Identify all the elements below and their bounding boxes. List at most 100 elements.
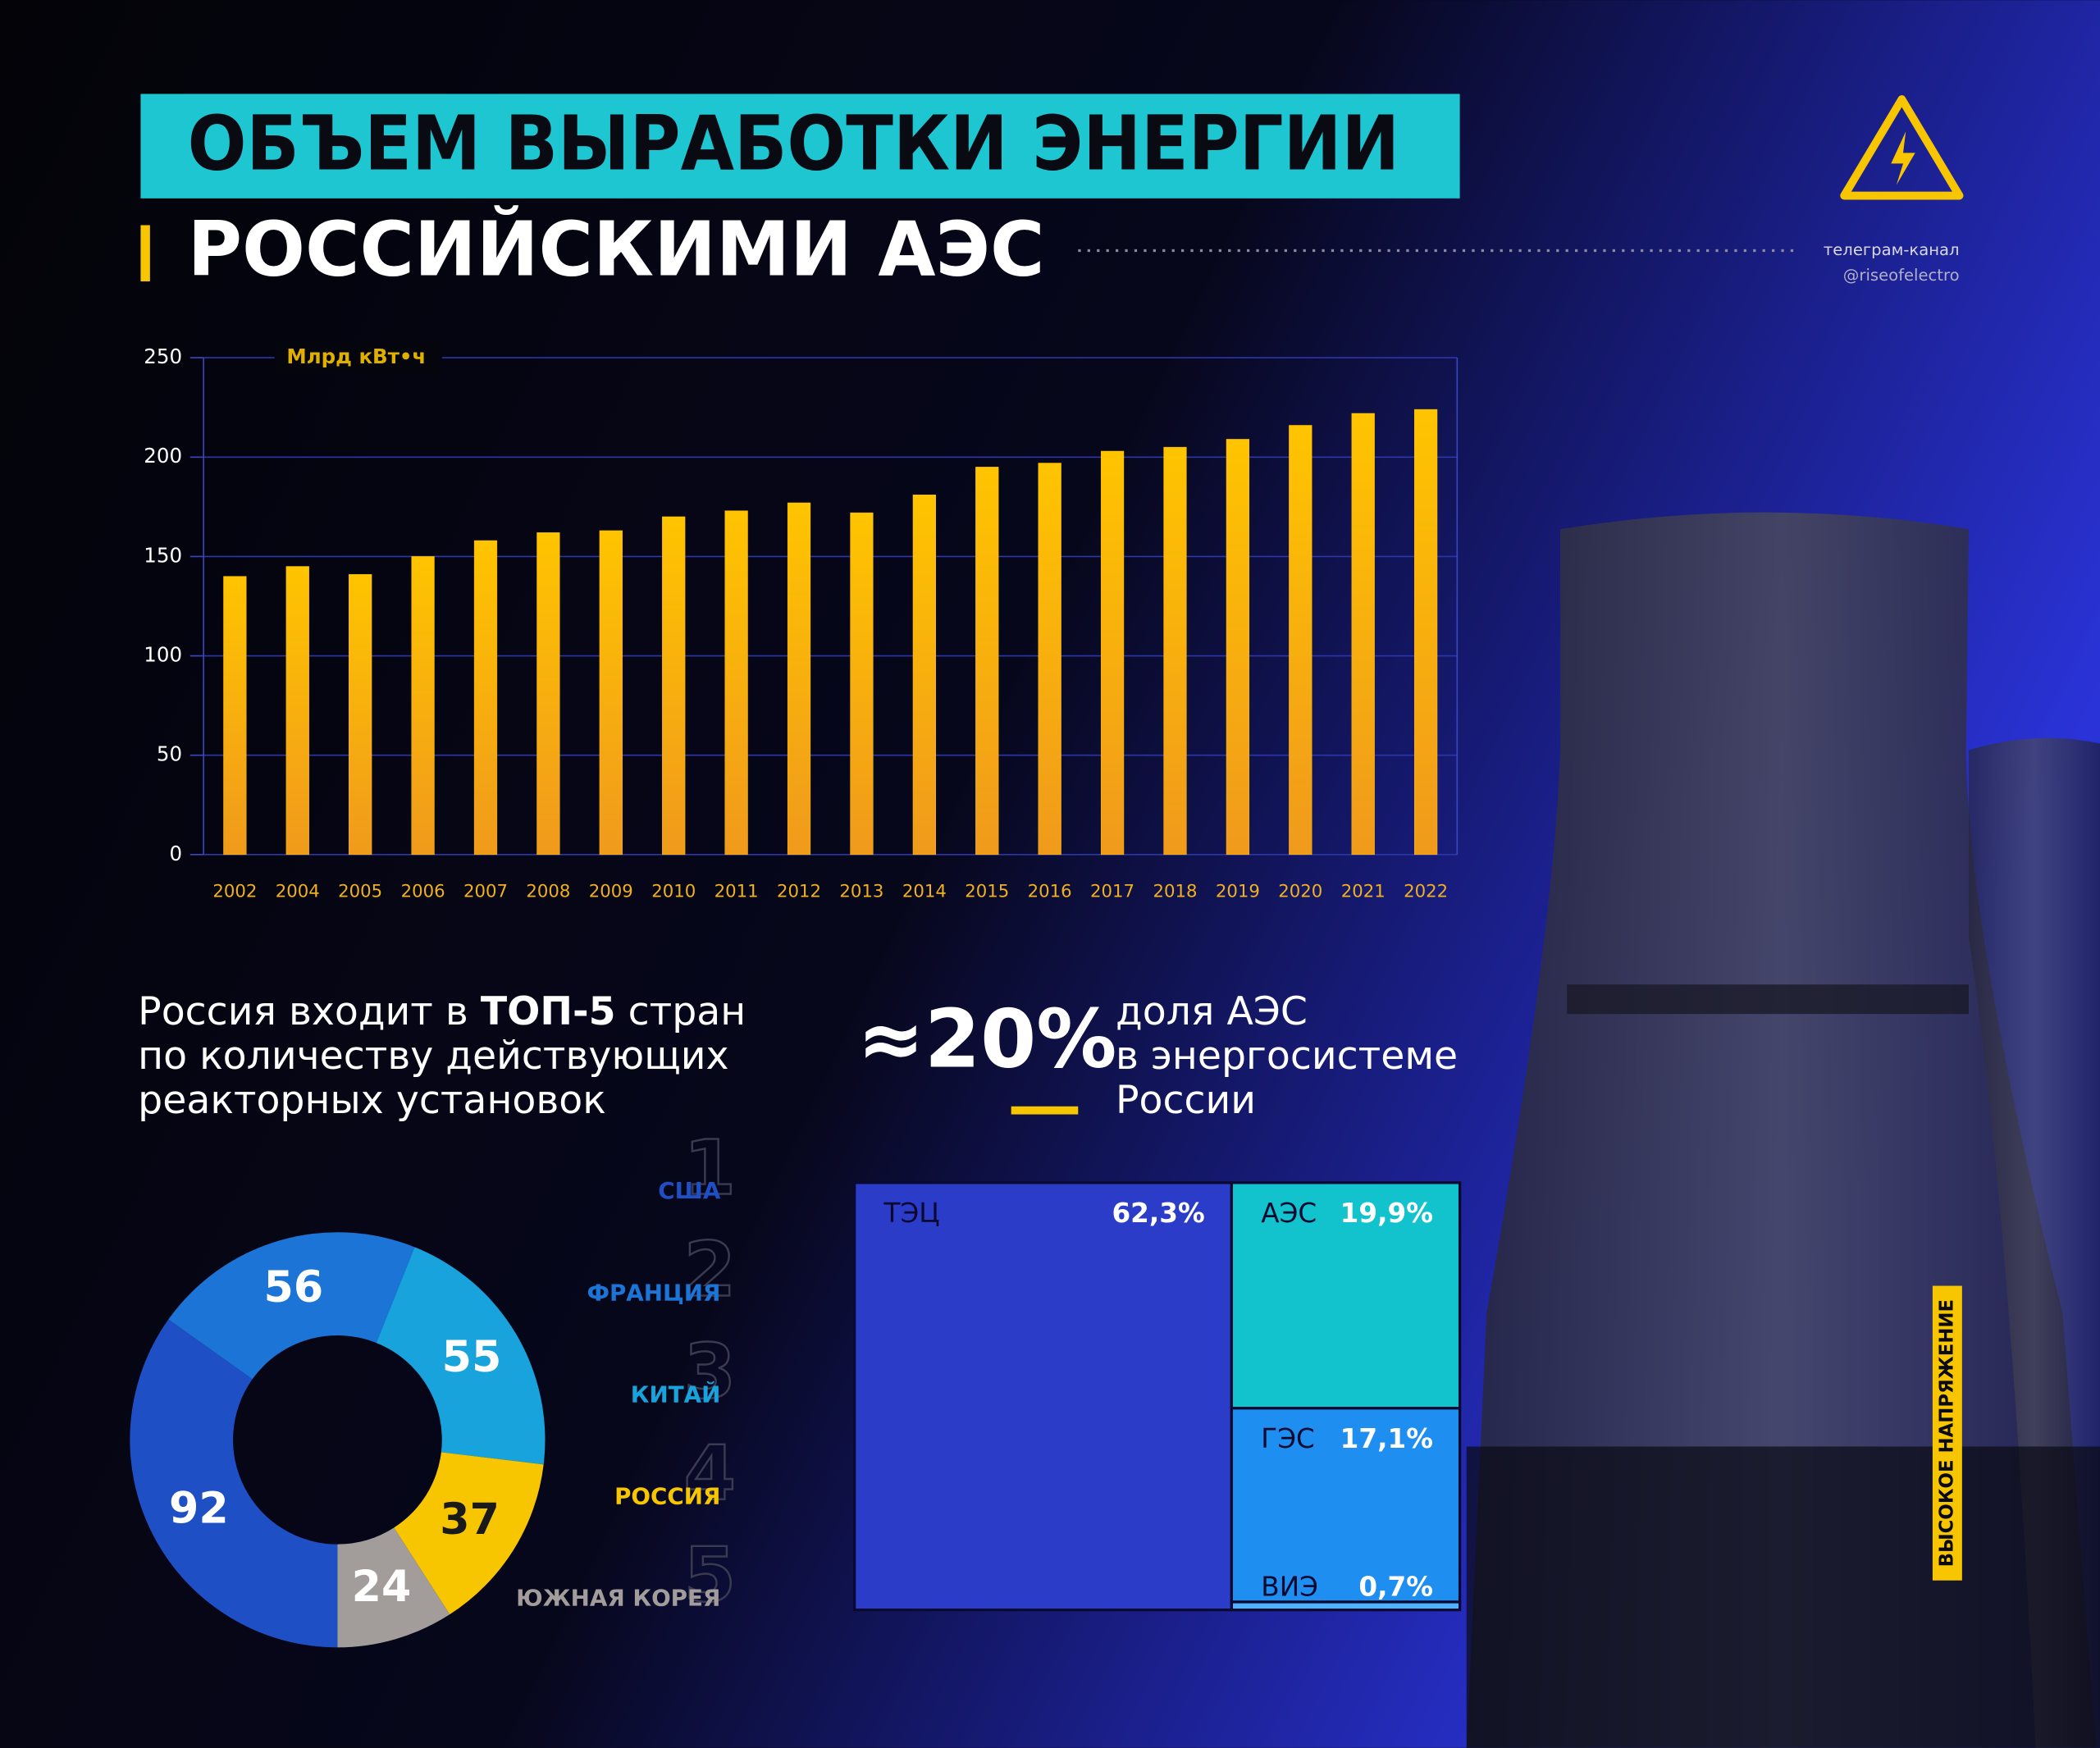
cell-value: 62,3% (1112, 1198, 1204, 1229)
treemap-cell (1230, 1181, 1462, 1410)
bar (223, 576, 247, 856)
x-tick-label: 2008 (526, 882, 570, 902)
x-tick-label: 2007 (463, 882, 508, 902)
bar (1100, 450, 1125, 856)
bar (975, 467, 999, 856)
share-marker (1011, 1106, 1079, 1115)
rank-number: 1 (684, 1124, 737, 1212)
cell-value: 0,7% (1358, 1572, 1433, 1603)
cell-name: АЭС (1261, 1198, 1317, 1229)
rank-number: 5 (684, 1531, 737, 1619)
title-box (140, 94, 1460, 199)
y-tick-label: 50 (157, 742, 182, 766)
bar (349, 573, 372, 856)
x-tick-label: 2012 (777, 882, 821, 902)
legend-label: КИТАЙ (631, 1380, 721, 1408)
bar (285, 566, 309, 856)
bar (1038, 463, 1061, 856)
slice-label: 92 (169, 1484, 229, 1533)
y-tick-label: 200 (144, 444, 182, 468)
title-line1: ОБЪЕМ ВЫРАБОТКИ ЭНЕРГИИ (188, 99, 1400, 187)
share-subtitle1: доля АЭС (1116, 989, 1308, 1034)
brand-box (1932, 1285, 1962, 1581)
donut-title-line3: реакторных установок (138, 1078, 606, 1123)
bar (1163, 446, 1187, 856)
bar (411, 556, 435, 856)
x-tick-label: 2016 (1028, 882, 1072, 902)
bar (912, 495, 936, 856)
title-marker (140, 225, 150, 282)
x-tick-label: 2011 (714, 882, 759, 902)
y-label: Млрд кВт•ч (286, 345, 426, 368)
legend-label: ЮЖНАЯ КОРЕЯ (516, 1585, 720, 1612)
cell-name: ГЭС (1261, 1423, 1315, 1454)
channel-label: телеграм-канал (1824, 240, 1960, 259)
treemap-cell (853, 1181, 1234, 1612)
x-tick-label: 2022 (1404, 882, 1448, 902)
cell-value: 17,1% (1340, 1423, 1433, 1454)
slice-label: 37 (440, 1495, 500, 1545)
x-tick-label: 2021 (1341, 882, 1386, 902)
channel-handle: @riseofelectro (1843, 266, 1960, 285)
y-tick-label: 0 (169, 842, 182, 865)
bar (536, 532, 560, 856)
legend-label: РОССИЯ (614, 1483, 720, 1510)
treemap-cell (1230, 1600, 1462, 1612)
cell-name: ВИЭ (1261, 1572, 1318, 1603)
bar (662, 516, 686, 856)
bar (1289, 425, 1312, 856)
cell-value: 19,9% (1340, 1198, 1433, 1229)
bolt-icon (1891, 131, 1915, 185)
share-title: ≈20% (857, 993, 1116, 1087)
bar (1226, 439, 1250, 856)
bar (1413, 408, 1438, 856)
donut-slice (337, 1527, 450, 1648)
y-label-bg (274, 341, 442, 374)
donut-slice (376, 1247, 546, 1465)
x-tick-label: 2014 (902, 882, 947, 902)
donut-title-line1: Россия входит в ТОП-5 стран (138, 989, 746, 1034)
title-line2: РОССИЙСКИМИ АЭС (188, 205, 1045, 293)
donut-title-line2: по количеству действующих (138, 1034, 728, 1079)
rank-number: 3 (684, 1327, 737, 1415)
title-part: Россия входит в (138, 989, 468, 1034)
legend-label: США (658, 1177, 721, 1204)
x-tick-label: 2020 (1278, 882, 1322, 902)
y-tick-label: 250 (144, 345, 182, 368)
x-tick-label: 2009 (589, 882, 633, 902)
y-tick-label: 100 (144, 643, 182, 667)
x-tick-label: 2010 (651, 882, 696, 902)
cell-name: ТЭЦ (883, 1198, 940, 1229)
slice-label: 24 (352, 1563, 412, 1612)
x-tick-label: 2018 (1153, 882, 1197, 902)
x-tick-label: 2005 (338, 882, 382, 902)
share-subtitle2: в энергосистеме (1116, 1034, 1458, 1079)
rank-number: 2 (684, 1225, 737, 1313)
bar (787, 502, 811, 856)
x-tick-label: 2019 (1216, 882, 1260, 902)
x-tick-label: 2013 (839, 882, 883, 902)
title-bold: ТОП-5 (481, 989, 616, 1034)
slice-label: 55 (442, 1333, 502, 1382)
x-tick-label: 2015 (965, 882, 1009, 902)
x-tick-label: 2017 (1090, 882, 1134, 902)
bar (599, 530, 623, 856)
brand: ВЫСОКОЕ НАПРЯЖЕНИЕ (1936, 1299, 1957, 1568)
tower-band (1567, 984, 1969, 1015)
donut-slice (394, 1452, 544, 1615)
bar (724, 510, 748, 856)
donut-slice (130, 1319, 338, 1648)
y-tick-label: 150 (144, 543, 182, 567)
slice-label: 56 (263, 1263, 323, 1312)
legend-label: ФРАНЦИЯ (587, 1279, 720, 1306)
bar (850, 512, 874, 856)
x-tick-label: 2004 (276, 882, 320, 902)
share-subtitle3: России (1116, 1078, 1256, 1123)
warning-icon (1840, 95, 1964, 200)
donut-slice (168, 1232, 415, 1380)
bar (1351, 413, 1375, 856)
ground (1466, 1446, 2100, 1748)
treemap-cell (1230, 1407, 1462, 1604)
